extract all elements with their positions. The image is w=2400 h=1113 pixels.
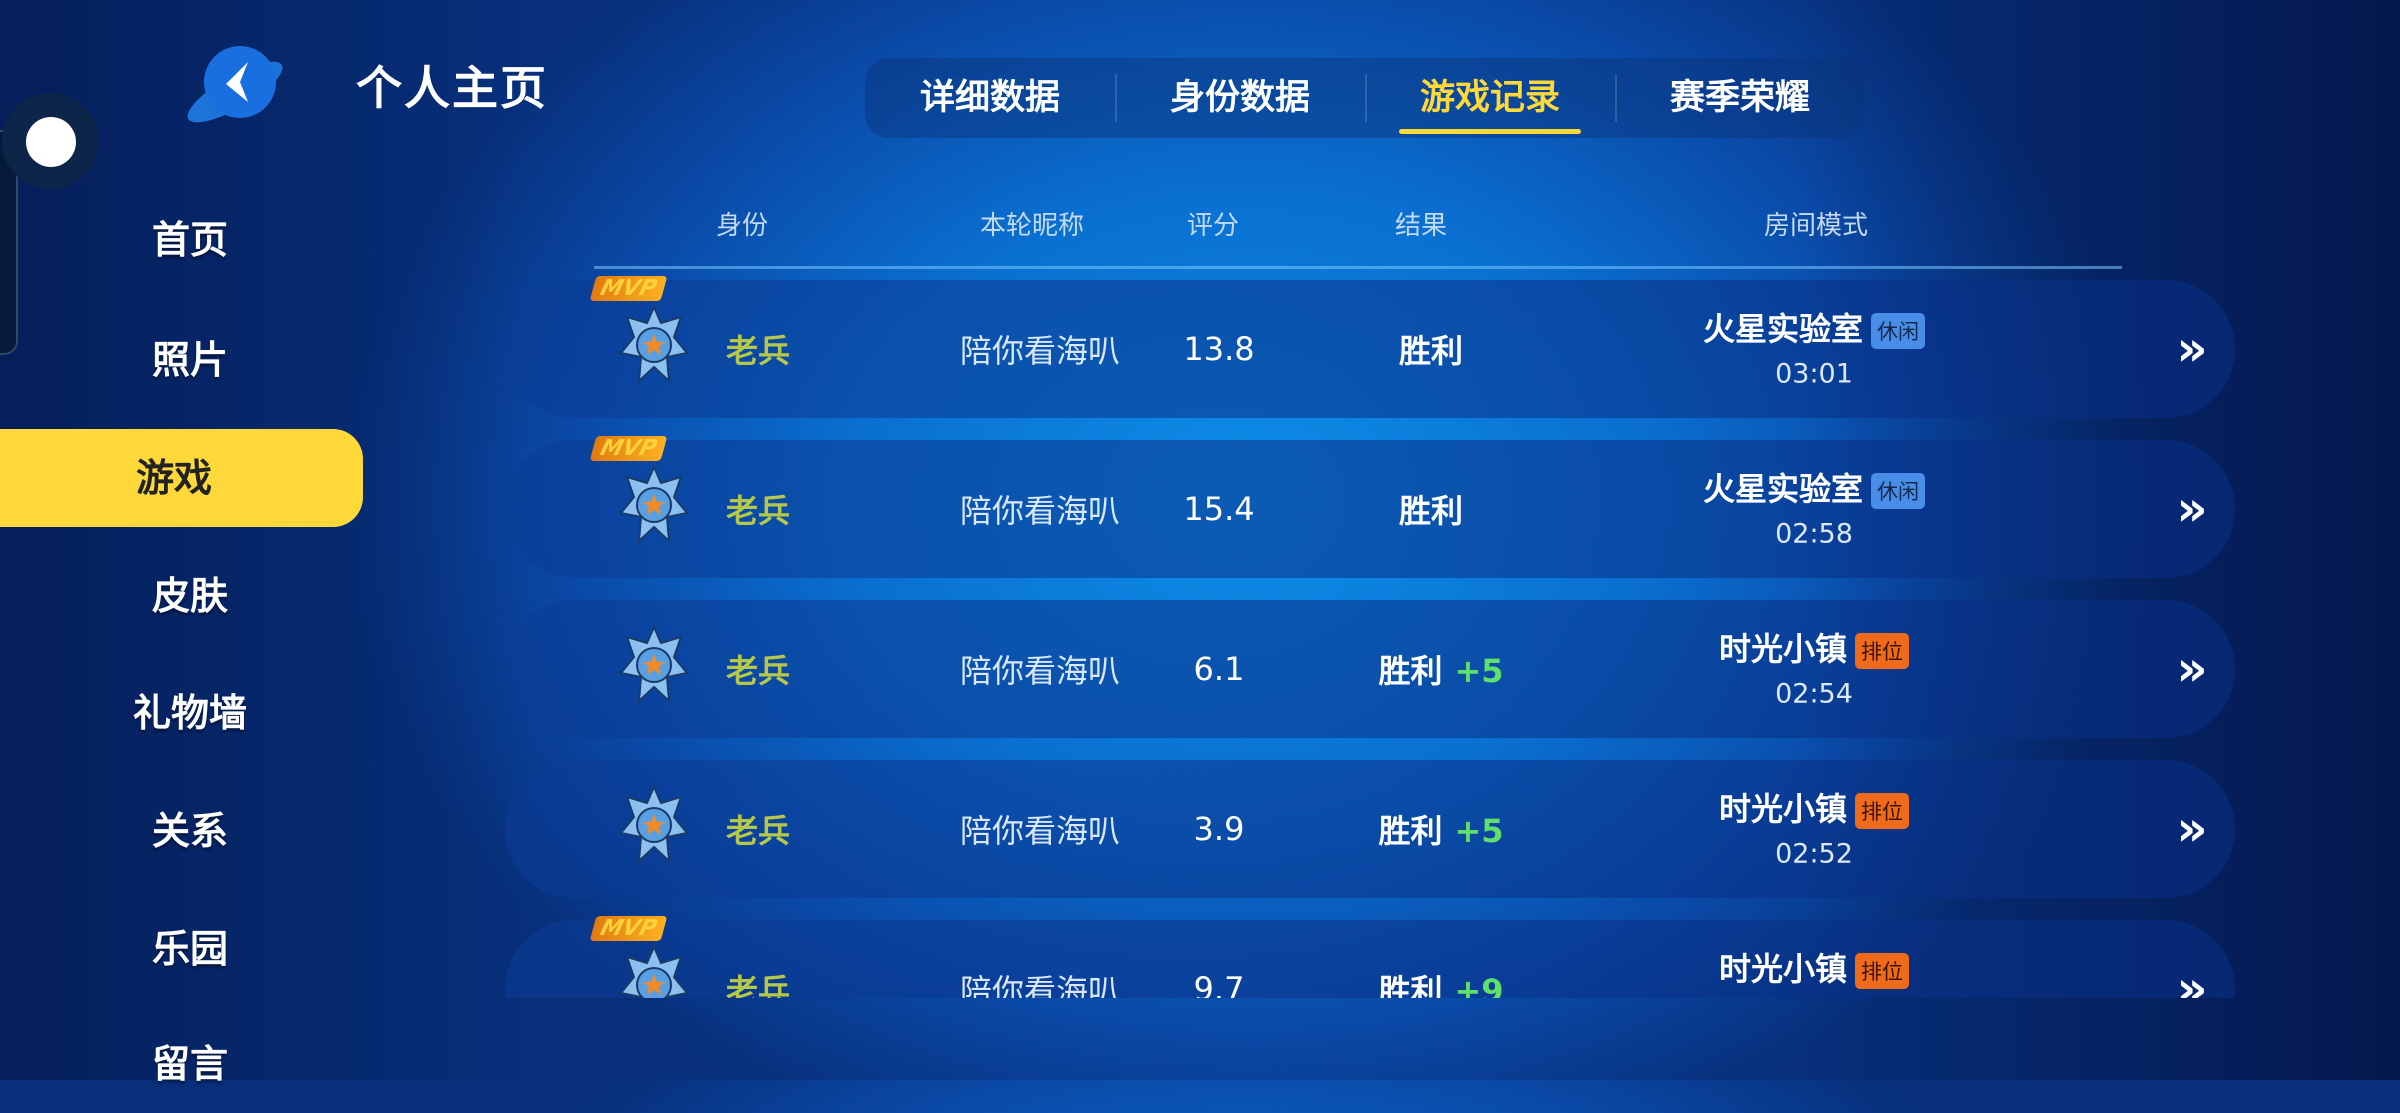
game-record-list[interactable]: MVP 老兵 陪你看海叭 13.8 胜利 火星实验室 休闲 03:01» MVP 老兵 陪你看海叭 1… [490,270,2250,998]
page-title: 个人主页 [356,61,548,115]
sidebar-item-gift-wall[interactable]: 礼物墙 [132,691,247,735]
sidebar-item-games[interactable]: 游戏 [0,429,363,527]
role-name: 老兵 [725,652,791,690]
sidebar-item-paradise[interactable]: 乐园 [151,927,228,971]
room-mode-name: 时光小镇 [1718,949,1848,988]
game-duration: 02:54 [1775,678,1853,710]
table-row[interactable]: MVP 老兵 陪你看海叭 9.7 胜利 +9 时光小镇 排位 » [505,916,2235,998]
role-icon [619,624,689,713]
double-chevron-right-icon[interactable]: » [2176,801,2208,857]
sidebar-item-skins[interactable]: 皮肤 [151,574,228,618]
rank-delta: +9 [1454,972,1504,998]
role-veteran-icon [619,304,689,384]
mvp-badge: MVP [589,916,668,941]
back-button[interactable] [180,30,290,140]
floating-assistant-button[interactable] [2,93,98,189]
game-duration: 02:58 [1775,518,1853,550]
double-chevron-right-icon[interactable]: » [2176,321,2208,377]
result-text: 胜利 [1378,652,1443,690]
role-icon [619,464,689,553]
result-text: 胜利 [1398,492,1464,530]
sidebar-item-relations[interactable]: 关系 [151,809,228,853]
room-mode: 时光小镇 排位 [1718,784,1910,830]
nickname: 陪你看海叭 [959,492,1121,530]
result: 胜利 +9 [1378,966,1503,998]
mode-tag: 排位 [1855,632,1910,669]
score: 3.9 [1193,810,1245,848]
room-mode: 时光小镇 排位 [1718,624,1910,670]
tab-game-records[interactable]: 游戏记录 [1365,58,1615,138]
role-icon [619,944,689,998]
table-row[interactable]: 老兵 陪你看海叭 6.1 胜利 +5 时光小镇 排位 02:54» [505,600,2235,738]
mode-tag: 休闲 [1871,312,1926,349]
tab-detail-stats[interactable]: 详细数据 [919,78,1060,118]
mode-tag: 排位 [1855,792,1910,829]
room-mode: 火星实验室 休闲 [1702,304,1926,350]
nickname: 陪你看海叭 [959,332,1121,370]
role-veteran-icon [619,464,689,544]
mvp-badge: MVP [589,436,668,461]
role-icon [619,304,689,393]
column-header-result: 结果 [1394,211,1448,241]
room-mode: 火星实验室 休闲 [1702,464,1926,510]
score: 9.7 [1193,970,1245,998]
table-row[interactable]: 老兵 陪你看海叭 3.9 胜利 +5 时光小镇 排位 02:52» [505,760,2235,898]
mvp-badge: MVP [589,276,668,301]
sidebar-item-home[interactable]: 首页 [151,218,228,262]
result-text: 胜利 [1378,812,1443,850]
role-name: 老兵 [725,812,791,850]
result: 胜利 +5 [1378,646,1503,692]
nickname: 陪你看海叭 [959,972,1121,998]
score: 13.8 [1183,330,1255,368]
rank-delta: +5 [1454,652,1504,690]
tab-bar: 详细数据 身份数据 游戏记录 赛季荣耀 [865,58,1865,138]
tab-identity-stats[interactable]: 身份数据 [1115,58,1365,138]
role-name: 老兵 [725,332,791,370]
rank-delta: +5 [1454,812,1504,850]
table-row[interactable]: MVP 老兵 陪你看海叭 13.8 胜利 火星实验室 休闲 03:01 » [505,276,2235,418]
room-mode: 时光小镇 排位 [1718,944,1910,990]
result-text: 胜利 [1378,972,1443,998]
nickname: 陪你看海叭 [959,812,1121,850]
sidebar-item-messages[interactable]: 留言 [151,1042,228,1086]
double-chevron-right-icon[interactable]: » [2176,961,2208,998]
role-veteran-icon [619,784,689,864]
result-text: 胜利 [1398,332,1464,370]
double-chevron-right-icon[interactable]: » [2176,481,2208,537]
role-veteran-icon [619,944,689,998]
game-duration: 03:01 [1775,358,1853,390]
tab-season-honors[interactable]: 赛季荣耀 [1615,58,1865,138]
table-row[interactable]: MVP 老兵 陪你看海叭 15.4 胜利 火星实验室 休闲 02:58 » [505,436,2235,578]
double-chevron-right-icon[interactable]: » [2176,641,2208,697]
mode-tag: 休闲 [1871,472,1926,509]
score: 15.4 [1183,490,1255,528]
column-header-role: 身份 [715,211,769,241]
role-name: 老兵 [725,492,791,530]
role-icon [619,784,689,873]
result: 胜利 [1399,486,1463,532]
game-duration: 02:52 [1775,838,1853,870]
sidebar-item-photos[interactable]: 照片 [151,338,228,382]
column-header-nickname: 本轮昵称 [979,211,1085,241]
column-header-room-mode: 房间模式 [1763,211,1869,241]
room-mode-name: 火星实验室 [1702,469,1864,508]
column-header-score: 评分 [1186,211,1240,241]
room-mode-name: 火星实验室 [1702,309,1864,348]
nickname: 陪你看海叭 [959,652,1121,690]
mode-tag: 排位 [1855,952,1910,989]
room-mode-name: 时光小镇 [1718,789,1848,828]
role-name: 老兵 [725,972,791,998]
score: 6.1 [1193,650,1245,688]
room-mode-name: 时光小镇 [1718,629,1848,668]
role-veteran-icon [619,624,689,704]
header-divider [594,266,2122,269]
result: 胜利 [1399,326,1463,372]
result: 胜利 +5 [1378,806,1503,852]
